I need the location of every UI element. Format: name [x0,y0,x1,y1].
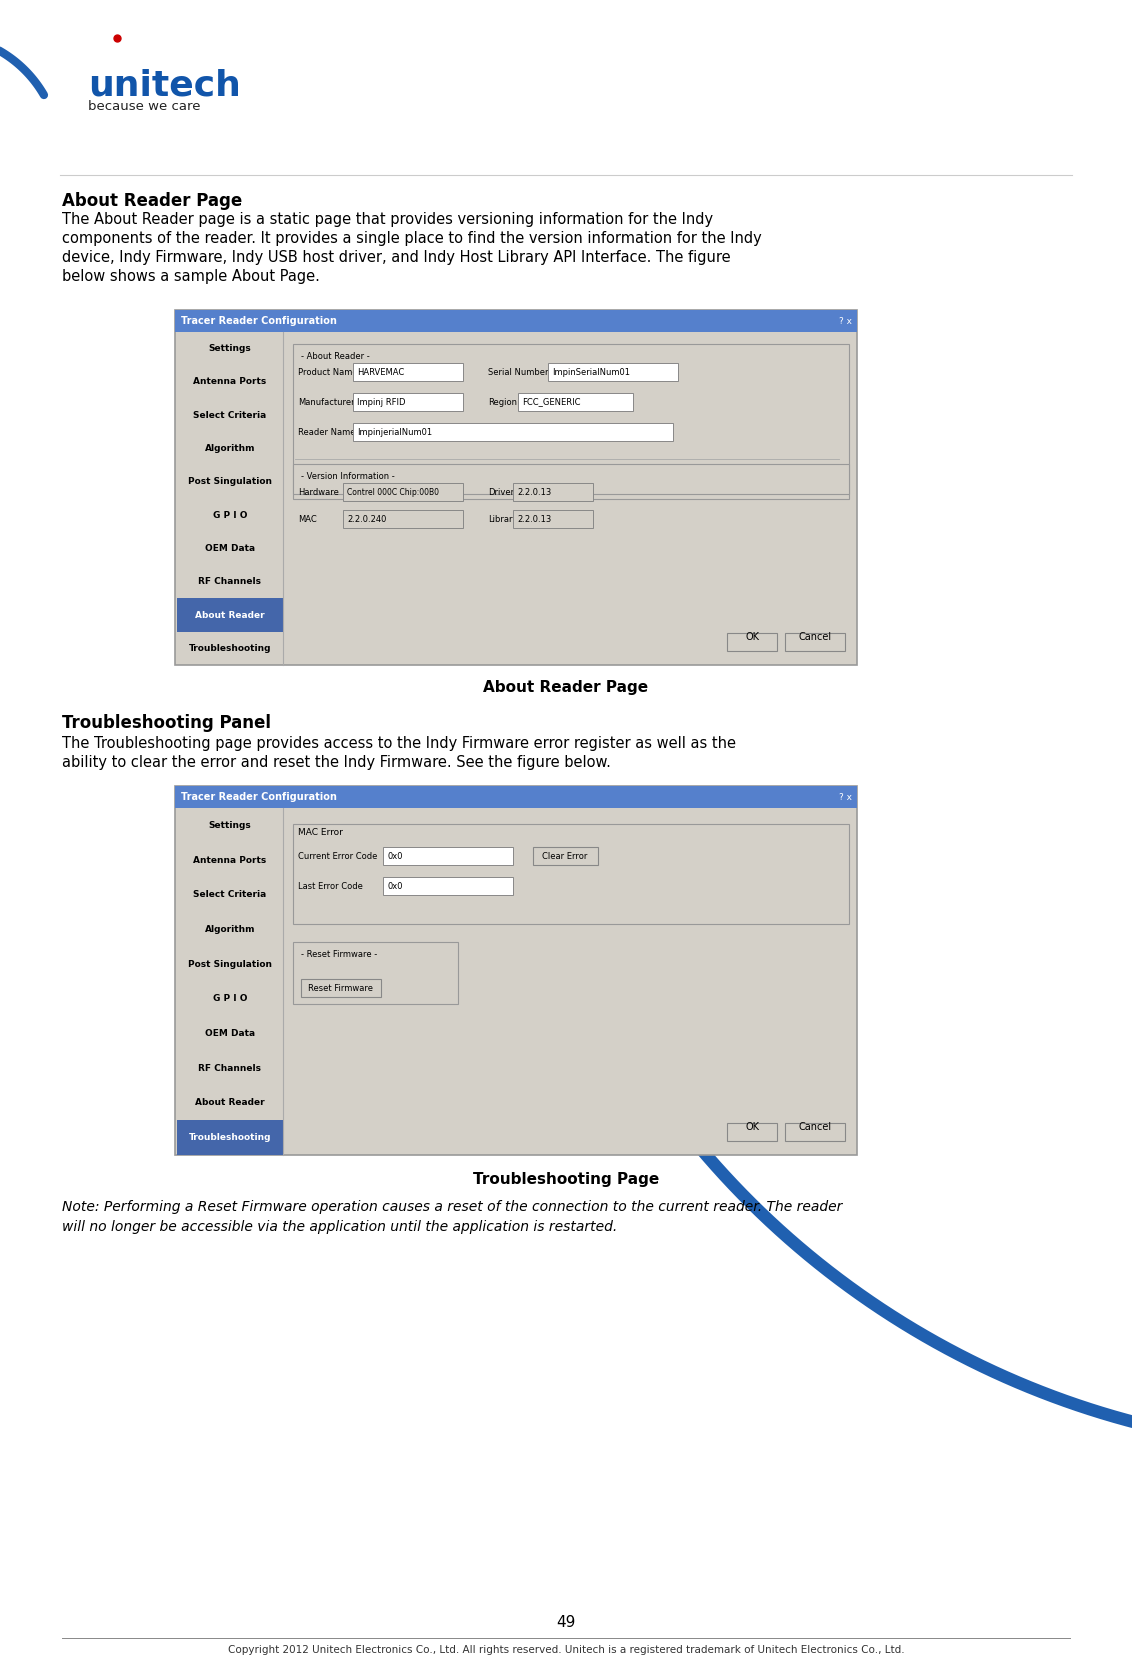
Text: G P I O: G P I O [213,511,247,520]
FancyBboxPatch shape [533,847,598,865]
Text: 2.2.0.13: 2.2.0.13 [517,488,551,496]
FancyBboxPatch shape [353,423,674,441]
Text: FCC_GENERIC: FCC_GENERIC [522,397,581,406]
FancyBboxPatch shape [175,787,857,1155]
Text: Copyright 2012 Unitech Electronics Co., Ltd. All rights reserved. Unitech is a r: Copyright 2012 Unitech Electronics Co., … [228,1645,904,1655]
FancyBboxPatch shape [513,483,593,501]
Text: ? x: ? x [839,793,852,802]
FancyBboxPatch shape [175,310,857,332]
Text: OK: OK [745,632,758,642]
Text: components of the reader. It provides a single place to find the version informa: components of the reader. It provides a … [62,231,762,247]
Text: 0x0: 0x0 [387,882,403,890]
Text: Algorithm: Algorithm [205,926,255,934]
FancyBboxPatch shape [293,465,849,495]
Text: Last Error Code: Last Error Code [298,882,363,890]
FancyBboxPatch shape [727,1124,777,1140]
Text: unitech: unitech [88,69,241,102]
Text: Troubleshooting Page: Troubleshooting Page [473,1172,659,1187]
FancyBboxPatch shape [353,392,463,411]
Text: Manufacturer: Manufacturer [298,397,354,406]
Text: 2.2.0.13: 2.2.0.13 [517,515,551,523]
Text: device, Indy Firmware, Indy USB host driver, and Indy Host Library API Interface: device, Indy Firmware, Indy USB host dri… [62,250,730,265]
FancyBboxPatch shape [353,362,463,381]
Text: Tracer Reader Configuration: Tracer Reader Configuration [181,792,337,802]
Text: About Reader: About Reader [195,1098,265,1107]
Text: The About Reader page is a static page that provides versioning information for : The About Reader page is a static page t… [62,211,713,226]
FancyBboxPatch shape [301,979,381,998]
Text: Select Criteria: Select Criteria [194,411,267,419]
Text: - About Reader -: - About Reader - [301,352,370,361]
FancyBboxPatch shape [383,877,513,896]
Text: 49: 49 [556,1615,576,1630]
Text: Serial Number: Serial Number [488,367,549,377]
FancyBboxPatch shape [343,483,463,501]
Text: Impinj RFID: Impinj RFID [357,397,405,406]
Text: Post Singulation: Post Singulation [188,478,272,486]
FancyBboxPatch shape [175,310,857,666]
Text: Note: Performing a Reset Firmware operation causes a reset of the connection to : Note: Performing a Reset Firmware operat… [62,1201,842,1214]
Text: Current Error Code: Current Error Code [298,852,377,860]
Text: Antenna Ports: Antenna Ports [194,855,267,865]
FancyBboxPatch shape [177,1120,283,1155]
Text: Clear Error: Clear Error [542,852,588,860]
Text: The Troubleshooting page provides access to the Indy Firmware error register as : The Troubleshooting page provides access… [62,736,736,751]
Text: RF Channels: RF Channels [198,577,261,587]
Text: Select Criteria: Select Criteria [194,890,267,899]
FancyBboxPatch shape [383,847,513,865]
Text: ImpinjerialNum01: ImpinjerialNum01 [357,428,432,436]
Text: Post Singulation: Post Singulation [188,959,272,969]
FancyBboxPatch shape [175,787,857,808]
FancyBboxPatch shape [513,510,593,528]
FancyBboxPatch shape [548,362,678,381]
Text: Troubleshooting: Troubleshooting [189,644,272,652]
Text: Antenna Ports: Antenna Ports [194,377,267,386]
FancyBboxPatch shape [784,632,844,651]
Text: Settings: Settings [208,820,251,830]
Text: Cancel: Cancel [798,632,832,642]
FancyBboxPatch shape [343,510,463,528]
Text: - Reset Firmware -: - Reset Firmware - [301,949,377,959]
FancyBboxPatch shape [293,344,849,500]
Text: Cancel: Cancel [798,1122,832,1132]
Text: because we care: because we care [88,101,200,112]
Text: Driver: Driver [488,488,514,496]
Text: Library: Library [488,515,517,523]
Text: 2.2.0.240: 2.2.0.240 [348,515,386,523]
Text: Algorithm: Algorithm [205,444,255,453]
Text: MAC Error: MAC Error [298,828,343,837]
Text: About Reader: About Reader [195,610,265,619]
Text: OEM Data: OEM Data [205,1030,255,1038]
FancyBboxPatch shape [293,823,849,924]
Text: Troubleshooting: Troubleshooting [189,1134,272,1142]
Text: Hardware: Hardware [298,488,338,496]
Text: Troubleshooting Panel: Troubleshooting Panel [62,714,271,731]
FancyBboxPatch shape [784,1124,844,1140]
Text: MAC: MAC [298,515,317,523]
Text: G P I O: G P I O [213,994,247,1003]
Text: OEM Data: OEM Data [205,543,255,553]
Text: RF Channels: RF Channels [198,1063,261,1073]
Text: HARVEMAC: HARVEMAC [357,367,404,377]
Text: Reset Firmware: Reset Firmware [309,983,374,993]
Text: OK: OK [745,1122,758,1132]
Text: About Reader Page: About Reader Page [62,191,242,210]
Text: will no longer be accessible via the application until the application is restar: will no longer be accessible via the app… [62,1219,617,1234]
Text: Region: Region [488,397,517,406]
Text: Tracer Reader Configuration: Tracer Reader Configuration [181,315,337,325]
Text: Reader Name: Reader Name [298,428,355,436]
Text: Contrel 000C Chip:00B0: Contrel 000C Chip:00B0 [348,488,439,496]
FancyBboxPatch shape [177,599,283,632]
FancyBboxPatch shape [293,942,458,1005]
Text: 0x0: 0x0 [387,852,403,860]
Text: below shows a sample About Page.: below shows a sample About Page. [62,268,320,283]
Text: Settings: Settings [208,344,251,354]
Text: ability to clear the error and reset the Indy Firmware. See the figure below.: ability to clear the error and reset the… [62,755,611,770]
Text: - Version Information -: - Version Information - [301,471,395,481]
FancyBboxPatch shape [518,392,633,411]
Text: About Reader Page: About Reader Page [483,679,649,694]
FancyBboxPatch shape [727,632,777,651]
Text: Product Name: Product Name [298,367,358,377]
Text: ? x: ? x [839,317,852,325]
Text: ImpinSerialNum01: ImpinSerialNum01 [552,367,631,377]
